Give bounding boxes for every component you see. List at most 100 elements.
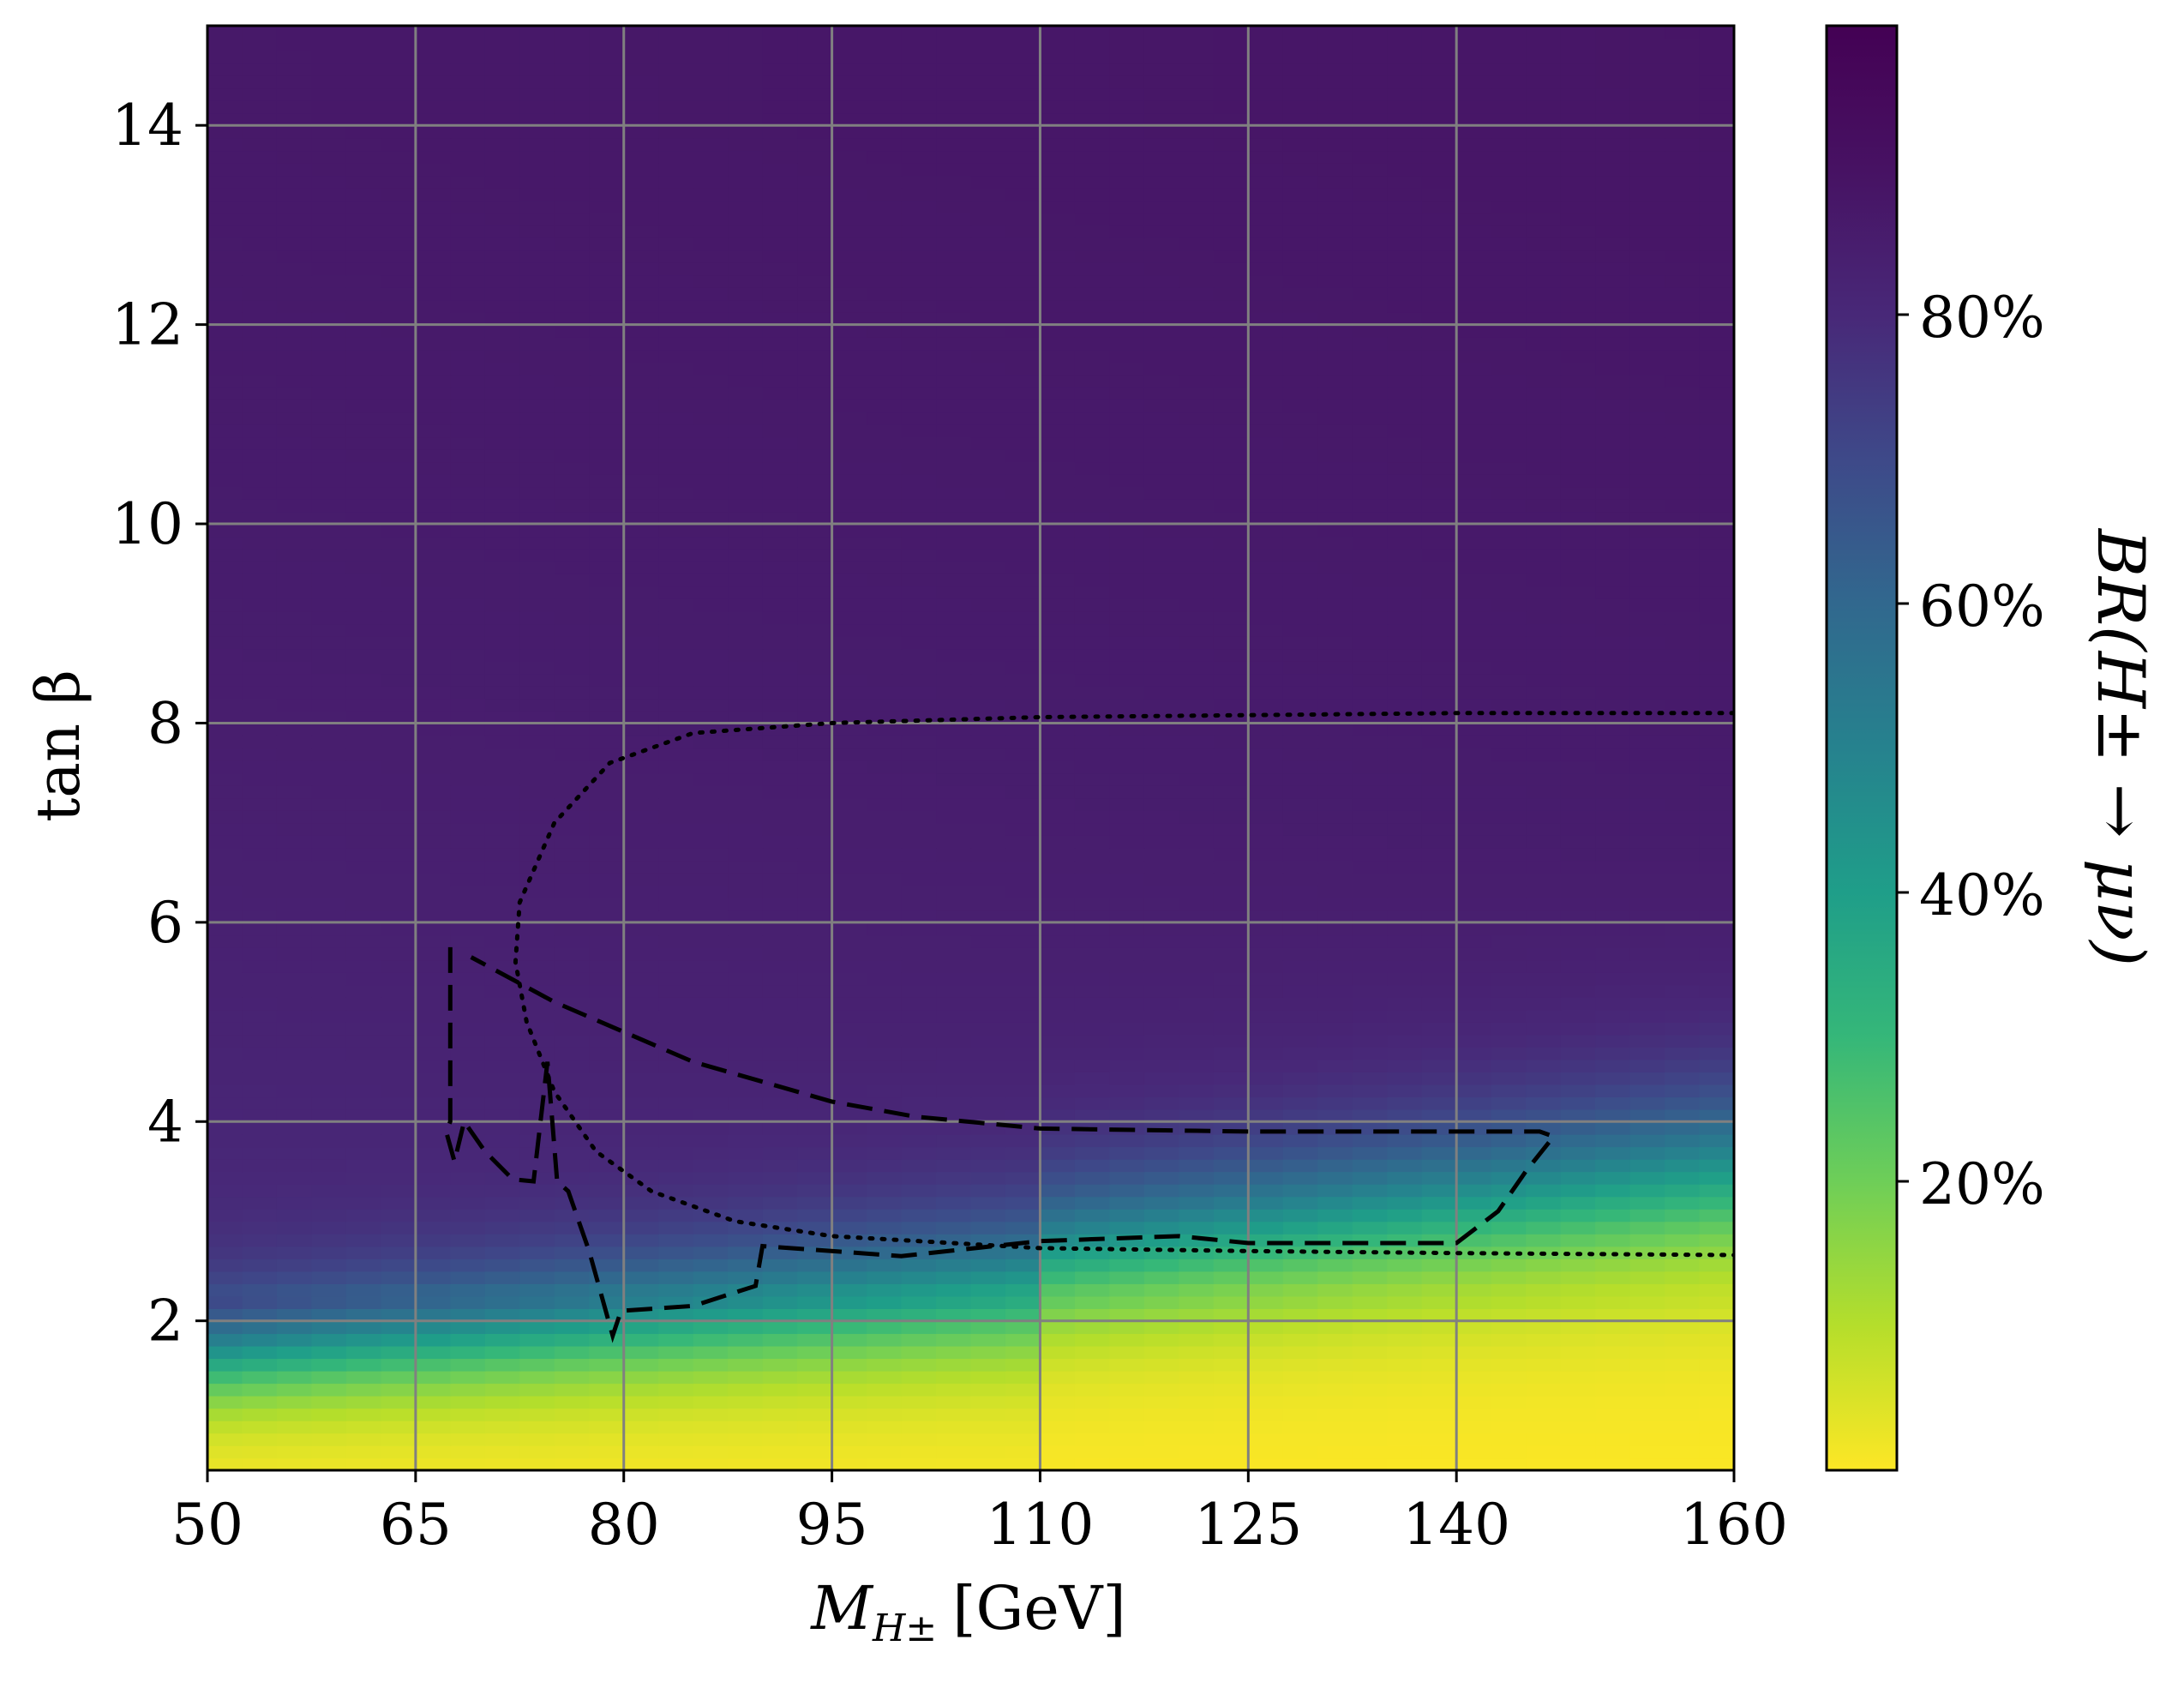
heatmap-cell xyxy=(1143,75,1180,89)
heatmap-cell xyxy=(1040,1158,1076,1173)
heatmap-cell xyxy=(1005,137,1041,152)
heatmap-cell xyxy=(415,673,452,687)
heatmap-cell xyxy=(554,872,591,886)
heatmap-cell xyxy=(589,1009,625,1023)
heatmap-cell xyxy=(1317,1009,1353,1023)
heatmap-cell xyxy=(1317,411,1353,425)
heatmap-cell xyxy=(1699,112,1734,127)
heatmap-cell xyxy=(1665,1108,1701,1123)
heatmap-cell xyxy=(658,946,694,961)
heatmap-cell xyxy=(1317,648,1353,662)
heatmap-cell xyxy=(1421,536,1457,550)
heatmap-cell xyxy=(1143,1395,1180,1409)
heatmap-cell xyxy=(1387,1308,1423,1322)
heatmap-cell xyxy=(1491,922,1527,936)
heatmap-cell xyxy=(1040,524,1076,538)
heatmap-cell xyxy=(867,623,903,637)
heatmap-cell xyxy=(1387,797,1423,811)
heatmap-cell xyxy=(1665,623,1701,637)
heatmap-cell xyxy=(311,1133,347,1148)
heatmap-cell xyxy=(1074,1246,1111,1259)
heatmap-cell xyxy=(345,349,382,363)
heatmap-cell xyxy=(1143,511,1180,525)
heatmap-cell xyxy=(1074,1072,1111,1085)
heatmap-cell xyxy=(1629,561,1665,574)
heatmap-cell xyxy=(1595,1433,1631,1446)
heatmap-cell xyxy=(1282,984,1319,998)
heatmap-cell xyxy=(1491,187,1527,201)
heatmap-cell xyxy=(345,125,382,139)
heatmap-cell xyxy=(936,1420,972,1434)
heatmap-cell xyxy=(970,822,1006,836)
heatmap-cell xyxy=(1629,112,1665,127)
heatmap-cell xyxy=(658,598,694,612)
heatmap-cell xyxy=(207,1246,243,1259)
heatmap-cell xyxy=(1491,1258,1527,1272)
heatmap-cell xyxy=(1665,635,1701,650)
heatmap-cell xyxy=(1629,1108,1665,1123)
heatmap-cell xyxy=(901,1208,937,1222)
heatmap-cell xyxy=(970,1383,1006,1397)
heatmap-cell xyxy=(276,885,313,898)
heatmap-cell xyxy=(1074,1395,1111,1409)
heatmap-cell xyxy=(1456,997,1492,1011)
heatmap-cell xyxy=(1595,63,1631,76)
heatmap-cell xyxy=(970,748,1006,761)
heatmap-cell xyxy=(415,971,452,986)
heatmap-cell xyxy=(623,274,660,288)
heatmap-cell xyxy=(484,486,521,500)
heatmap-cell xyxy=(1005,748,1041,761)
heatmap-cell xyxy=(1421,448,1457,463)
heatmap-cell xyxy=(1317,1183,1353,1198)
heatmap-cell xyxy=(797,349,833,363)
heatmap-cell xyxy=(1352,1308,1389,1322)
heatmap-cell xyxy=(1699,872,1734,886)
heatmap-cell xyxy=(276,1234,313,1247)
heatmap-cell xyxy=(1629,249,1665,263)
heatmap-cell xyxy=(242,75,278,89)
heatmap-cell xyxy=(519,885,555,898)
heatmap-cell xyxy=(554,524,591,538)
heatmap-cell xyxy=(658,125,694,139)
heatmap-cell xyxy=(1665,785,1701,799)
heatmap-cell xyxy=(797,635,833,650)
heatmap-cell xyxy=(519,200,555,213)
heatmap-cell xyxy=(901,1445,937,1459)
heatmap-cell xyxy=(1074,673,1111,687)
heatmap-cell xyxy=(901,411,937,425)
heatmap-cell xyxy=(207,1072,243,1085)
heatmap-cell xyxy=(519,187,555,201)
heatmap-cell xyxy=(901,387,937,400)
heatmap-cell xyxy=(242,261,278,276)
heatmap-cell xyxy=(1213,261,1250,276)
heatmap-cell xyxy=(762,1171,798,1185)
heatmap-cell xyxy=(1040,374,1076,388)
heatmap-cell xyxy=(1629,1295,1665,1309)
heatmap-cell xyxy=(1005,984,1041,998)
heatmap-cell xyxy=(207,698,243,712)
heatmap-cell xyxy=(1248,274,1284,288)
heatmap-cell xyxy=(1456,586,1492,599)
heatmap-cell xyxy=(623,860,660,874)
heatmap-cell xyxy=(1665,1320,1701,1335)
heatmap-cell xyxy=(1213,1271,1250,1284)
heatmap-cell xyxy=(311,100,347,114)
heatmap-cell xyxy=(970,374,1006,388)
heatmap-cell xyxy=(970,1333,1006,1347)
heatmap-cell xyxy=(1109,760,1145,774)
heatmap-cell xyxy=(554,797,591,811)
heatmap-cell xyxy=(1040,723,1076,736)
heatmap-cell xyxy=(1282,648,1319,662)
heatmap-cell xyxy=(1387,810,1423,824)
heatmap-cell xyxy=(1595,835,1631,849)
heatmap-cell xyxy=(1143,971,1180,986)
heatmap-cell xyxy=(484,225,521,238)
heatmap-cell xyxy=(728,1009,764,1023)
heatmap-cell xyxy=(936,175,972,189)
heatmap-cell xyxy=(623,1258,660,1272)
heatmap-cell xyxy=(867,1408,903,1421)
heatmap-cell xyxy=(1248,225,1284,238)
heatmap-cell xyxy=(1040,1084,1076,1098)
heatmap-cell xyxy=(1109,511,1145,525)
heatmap-cell xyxy=(1213,1072,1250,1085)
